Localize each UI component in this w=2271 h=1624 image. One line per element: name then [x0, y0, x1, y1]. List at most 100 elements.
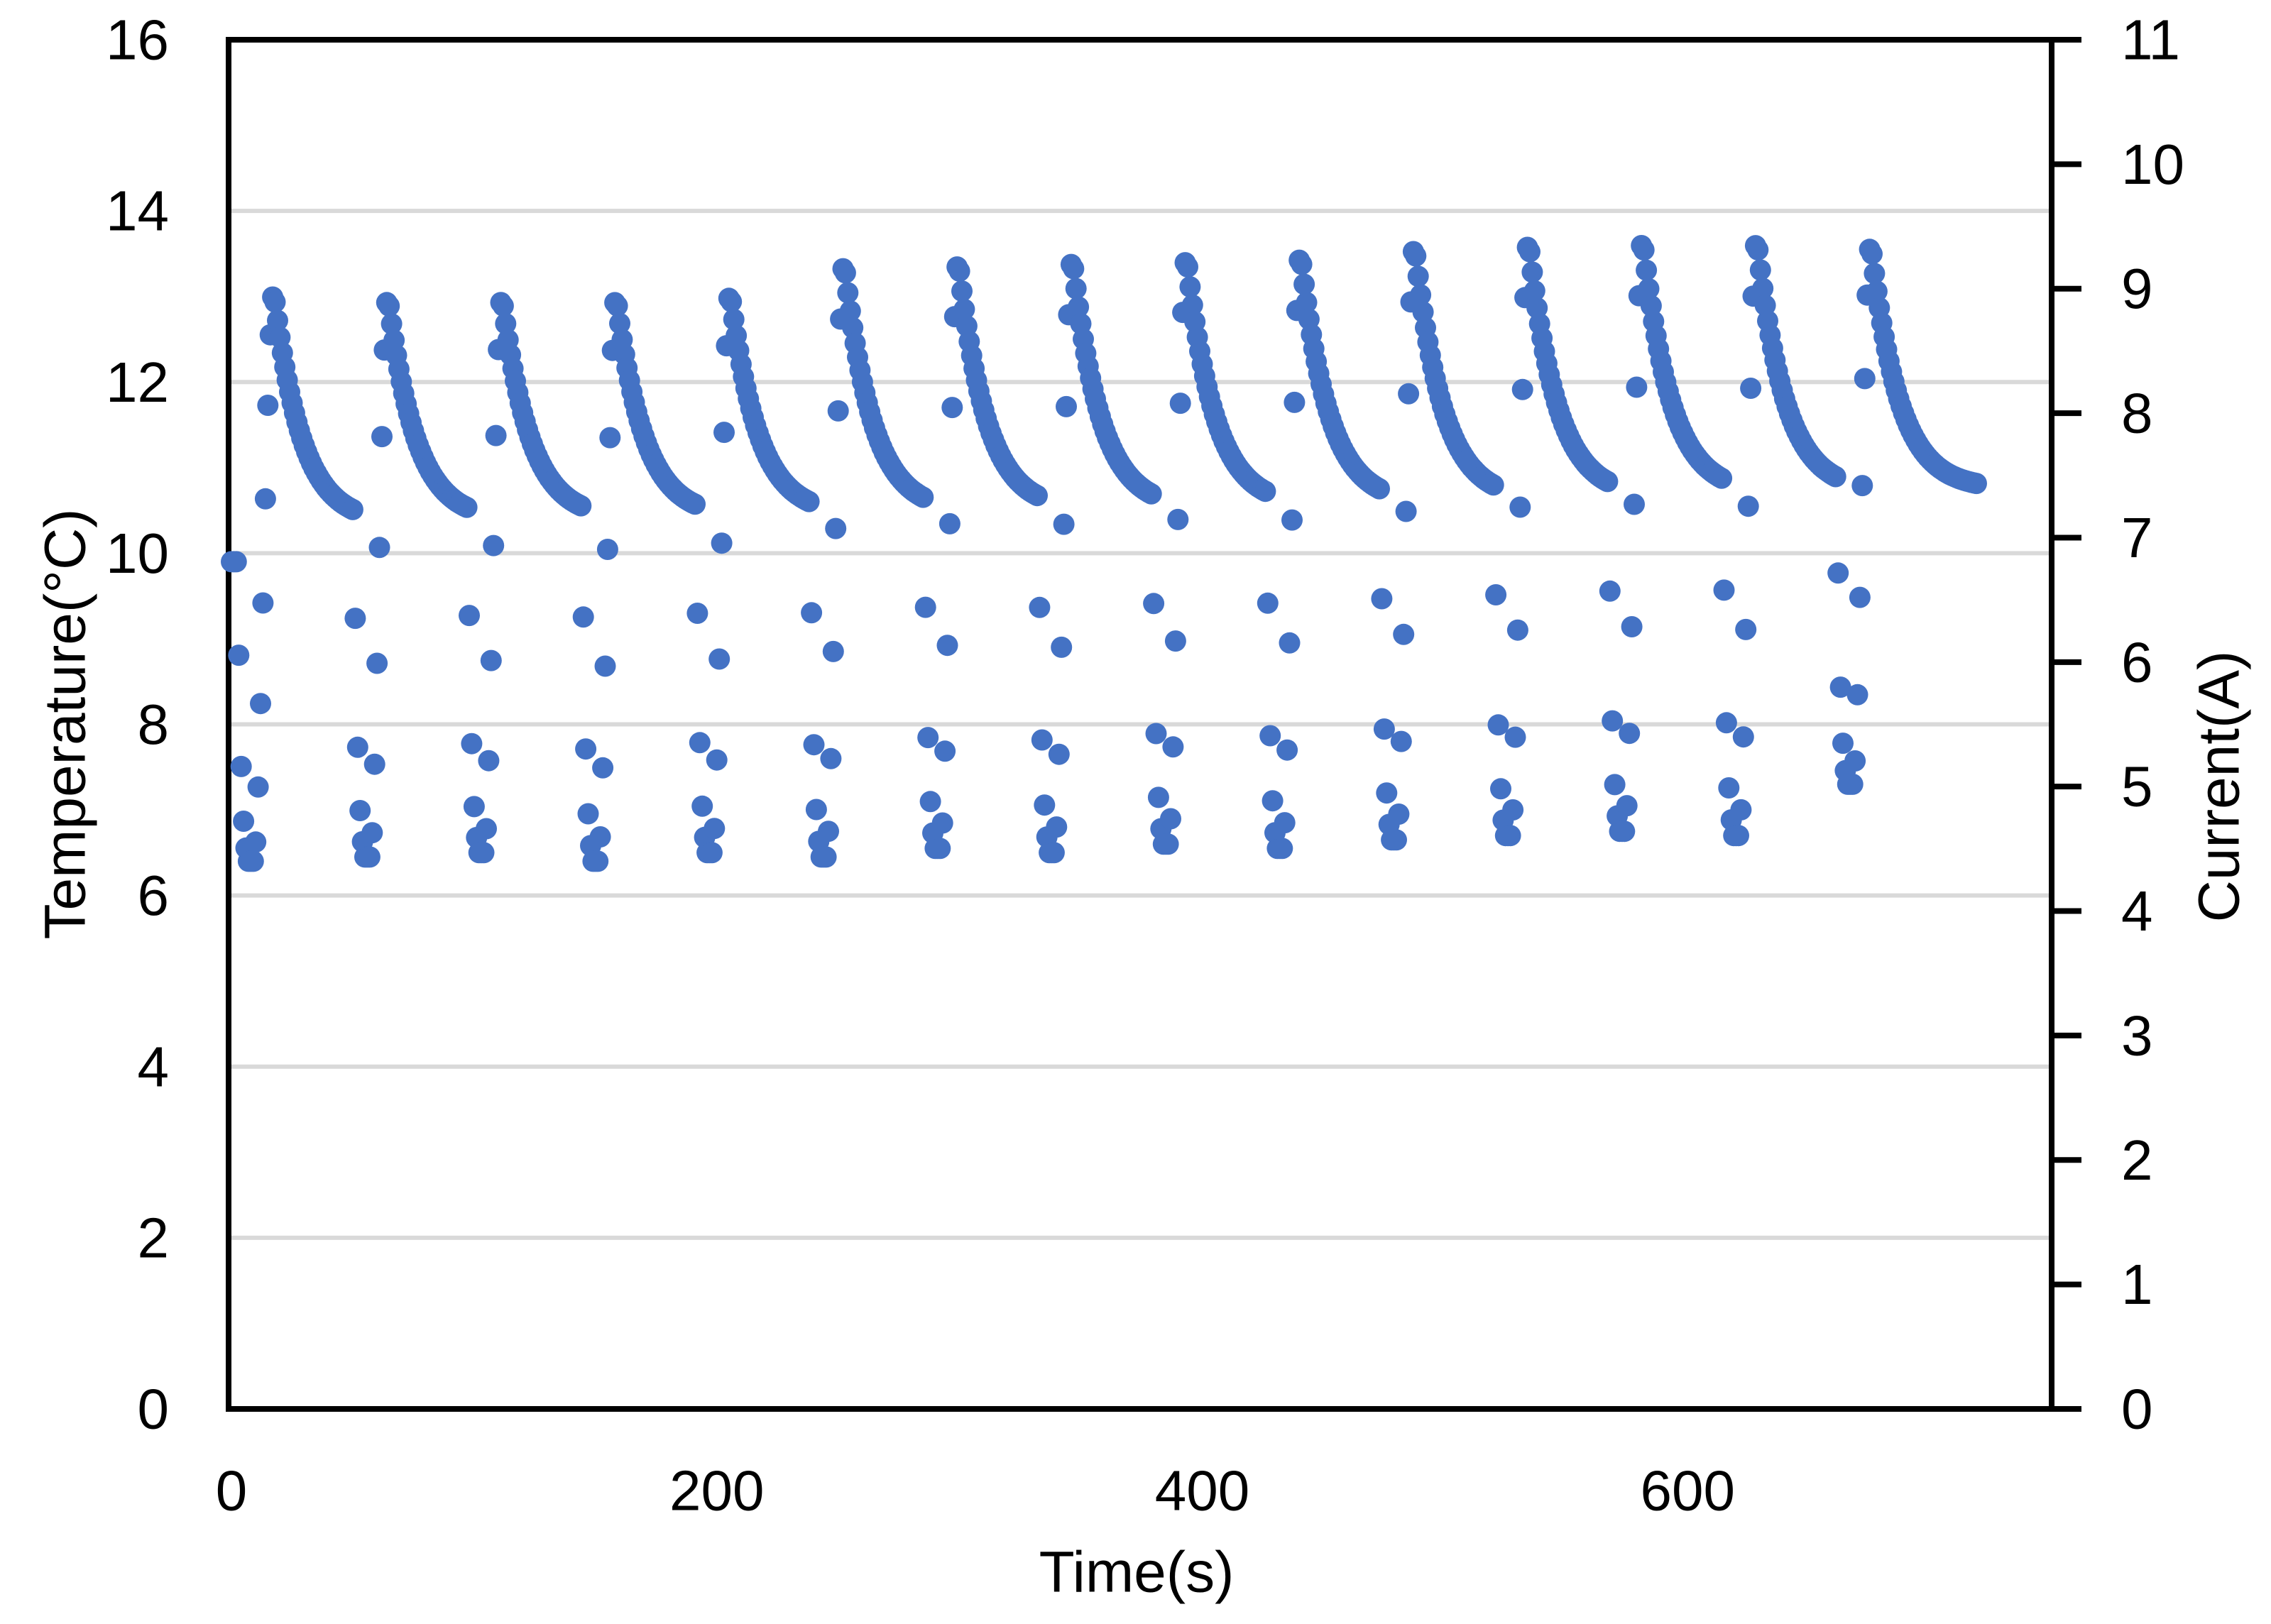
data-point [1276, 739, 1298, 761]
data-point [1393, 623, 1415, 645]
y-left-tick-label: 8 [138, 693, 170, 756]
data-point [704, 818, 726, 840]
data-point [1614, 821, 1636, 843]
data-point [1274, 812, 1296, 834]
y-left-tick-label: 16 [106, 9, 169, 72]
data-point [592, 757, 614, 779]
data-point [1864, 263, 1886, 285]
data-point [363, 753, 385, 775]
data-point [381, 313, 403, 335]
data-point [250, 693, 271, 715]
data-point [1029, 596, 1051, 618]
x-tick-label: 600 [1640, 1459, 1734, 1522]
data-point [1369, 478, 1390, 500]
data-point [1711, 467, 1733, 489]
data-point [1487, 714, 1509, 736]
data-point [1752, 278, 1774, 300]
data-point [346, 736, 368, 758]
data-point [341, 498, 363, 520]
data-point [1490, 778, 1511, 800]
data-point [1386, 829, 1407, 851]
y-left-tick-label: 4 [138, 1035, 170, 1098]
data-point [1179, 276, 1201, 298]
data-point [252, 592, 274, 614]
x-axis-title: Time(s) [1039, 1540, 1235, 1605]
data-point [1027, 485, 1048, 507]
data-point [1068, 296, 1090, 318]
data-point [711, 532, 733, 554]
data-point [834, 262, 856, 284]
data-point [1262, 790, 1284, 812]
data-point [691, 795, 713, 817]
data-point [495, 313, 517, 334]
data-point [818, 821, 839, 843]
data-point [798, 490, 820, 512]
data-point [1604, 774, 1626, 796]
data-point [485, 424, 507, 446]
data-point [1521, 261, 1543, 283]
data-point [815, 846, 837, 868]
data-point [257, 395, 279, 416]
data-point [1410, 284, 1432, 306]
data-point [225, 551, 247, 573]
data-point [1143, 593, 1165, 615]
data-point [929, 838, 951, 860]
data-point [1407, 265, 1429, 287]
data-point [1167, 508, 1189, 530]
data-point [1747, 239, 1769, 260]
data-point [1034, 794, 1056, 816]
data-point [1271, 838, 1293, 860]
data-point [936, 635, 958, 657]
data-point [1051, 636, 1073, 658]
data-point [820, 747, 842, 769]
data-point [1502, 799, 1524, 821]
data-point [1749, 259, 1771, 281]
data-point [1031, 729, 1053, 751]
y-right-tick-label: 2 [2121, 1129, 2153, 1192]
data-point [596, 539, 618, 560]
data-point [480, 649, 502, 671]
data-point [483, 534, 505, 556]
data-point [1279, 632, 1301, 654]
data-point [1827, 562, 1849, 584]
y-left-axis-labels: 16 14 12 10 8 6 4 2 0 [106, 9, 169, 1441]
data-point [917, 727, 939, 749]
data-point [1730, 799, 1752, 821]
data-point [1866, 280, 1888, 302]
data-point [1602, 710, 1624, 732]
data-point [1177, 256, 1198, 278]
data-point [1398, 383, 1420, 405]
data-point [1296, 292, 1318, 314]
data-point [839, 300, 861, 322]
y-left-axis-title: Temperature(°C) [33, 509, 98, 940]
data-point [572, 606, 594, 628]
data-point [228, 644, 250, 666]
data-point [1626, 376, 1648, 398]
data-point [233, 811, 255, 832]
data-point [1829, 676, 1851, 698]
data-point [1053, 513, 1075, 535]
data-point [1376, 782, 1398, 804]
y-right-tick-label: 6 [2121, 630, 2153, 693]
data-point [1056, 395, 1077, 417]
data-point [1619, 723, 1641, 745]
data-point [805, 799, 827, 821]
x-axis-labels: 0 200 400 600 [216, 1459, 1735, 1522]
data-point [1147, 786, 1169, 808]
data-point [948, 260, 970, 282]
data-point [1140, 483, 1162, 505]
data-point [1621, 616, 1643, 637]
data-point [1854, 368, 1876, 390]
data-point [577, 803, 599, 825]
data-point [1043, 842, 1065, 864]
data-point [723, 309, 745, 330]
data-point [368, 537, 390, 559]
y-right-tick-label: 8 [2121, 382, 2153, 445]
data-point [1824, 466, 1846, 488]
data-point [1633, 239, 1655, 261]
data-point [1169, 393, 1191, 415]
data-point [1509, 496, 1531, 518]
